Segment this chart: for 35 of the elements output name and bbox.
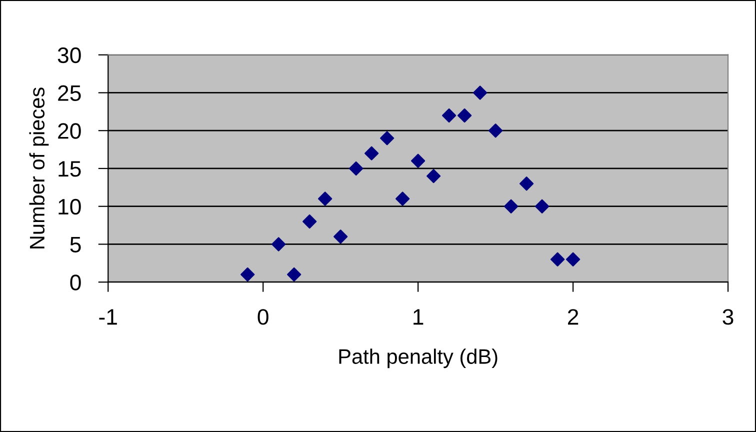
point [240,267,255,282]
point [302,214,317,229]
point [334,230,348,244]
point [272,237,286,252]
point [318,192,332,206]
point [396,192,410,206]
point [504,199,518,214]
y-axis-title: Number of pieces [29,88,49,248]
x-tick-label: 0 [258,309,268,325]
point [364,146,379,160]
x-tick-label: -1 [99,309,117,325]
x-tick-label: 3 [722,309,734,325]
point [458,108,472,123]
point [349,161,364,176]
point [380,131,394,146]
y-tick-label: 20 [58,123,81,139]
y-tick-label: 25 [58,85,81,102]
x-tick-label: 2 [568,309,578,325]
y-tick-label: 5 [70,236,81,252]
point [426,168,441,184]
point [488,124,503,138]
y-tick-label: 15 [58,161,81,177]
point [550,252,565,266]
point [519,176,534,191]
point [411,154,426,168]
point [442,108,456,123]
x-tick-label: 1 [414,309,424,325]
y-tick-label: 10 [58,198,81,215]
point [287,267,302,282]
x-axis-title: Path penalty (dB) [339,348,498,368]
point [473,86,488,100]
y-tick-label: 30 [58,47,81,64]
y-tick-label: 0 [70,274,81,290]
point [534,199,550,214]
point [566,252,580,266]
